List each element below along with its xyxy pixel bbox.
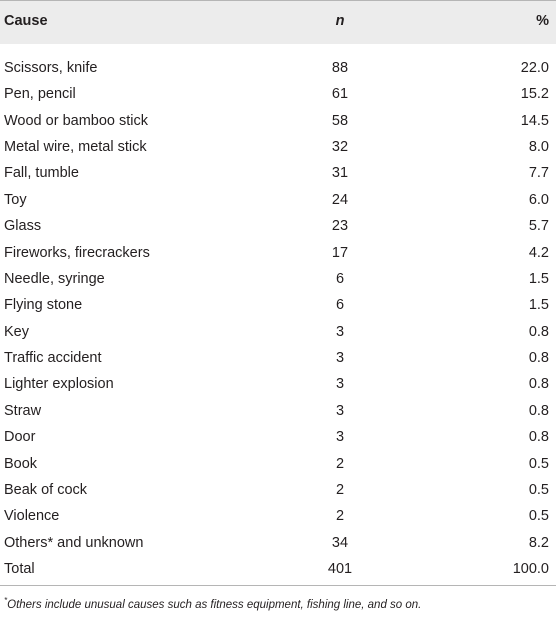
table-cell: 58: [331, 112, 349, 129]
table-cell: Pen, pencil: [4, 86, 76, 103]
table-cell: Door: [4, 429, 36, 446]
table-cell: Total: [4, 561, 35, 578]
table-cell: 4.2: [528, 244, 549, 261]
table-cell: 0.8: [528, 402, 549, 419]
table-cell: 8.2: [528, 534, 549, 551]
table-cell: 0.8: [528, 376, 549, 393]
footnote: *Others include unusual causes such as f…: [4, 596, 421, 611]
table-cell: 0.8: [528, 350, 549, 367]
table-cell: 6: [335, 270, 345, 287]
table-cell: 8.0: [528, 139, 549, 156]
table-cell: Key: [4, 323, 29, 340]
table-cell: Beak of cock: [4, 481, 88, 498]
table-cell: 61: [331, 86, 349, 103]
table-cell: 0.5: [528, 455, 549, 472]
table-cell: 15.2: [520, 86, 549, 103]
table-cell: Wood or bamboo stick: [4, 112, 148, 129]
table-cell: 14.5: [520, 112, 549, 129]
bottom-rule: [0, 585, 556, 586]
table-cell: 0.5: [528, 508, 549, 525]
table-cell: 6: [335, 297, 345, 314]
table-cell: Book: [4, 455, 38, 472]
table-cell: Fall, tumble: [4, 165, 79, 182]
table-cell: Metal wire, metal stick: [4, 139, 147, 156]
table-cell: 3: [335, 402, 345, 419]
table-cell: Others* and unknown: [4, 534, 144, 551]
table-cell: 88: [331, 60, 349, 76]
table-cell: 5.7: [528, 218, 549, 235]
table-cell: Violence: [4, 508, 60, 525]
footnote-text: Others include unusual causes such as fi…: [7, 598, 422, 611]
table-cell: 3: [335, 429, 345, 446]
table-cell: 0.8: [528, 429, 549, 446]
table-cell: 3: [335, 376, 345, 393]
table-cell: 24: [331, 191, 349, 208]
table-cell: 1.5: [528, 297, 549, 314]
table-cell: 31: [331, 165, 349, 182]
table-cell: Glass: [4, 218, 42, 235]
table-cell: Needle, syringe: [4, 270, 105, 287]
table-cell: 2: [335, 481, 345, 498]
table-cell: 100.0: [512, 561, 549, 578]
table-cell: 401: [327, 561, 353, 578]
table-cell: 22.0: [520, 60, 549, 76]
table-cell: Lighter explosion: [4, 376, 114, 393]
table-cell: 0.5: [528, 481, 549, 498]
table-cell: Scissors, knife: [4, 60, 98, 76]
table-cell: Flying stone: [4, 297, 83, 314]
header-cell: n: [335, 13, 345, 29]
table-cell: 3: [335, 323, 345, 340]
header-cell: Cause: [4, 13, 48, 29]
table-cell: 2: [335, 455, 345, 472]
table-cell: 0.8: [528, 323, 549, 340]
table-cell: 32: [331, 139, 349, 156]
table-cell: Traffic accident: [4, 350, 102, 367]
table-cell: Toy: [4, 191, 27, 208]
table-cell: 7.7: [528, 165, 549, 182]
table-cell: Straw: [4, 402, 42, 419]
table-cell: Fireworks, firecrackers: [4, 244, 150, 261]
table-cell: 17: [331, 244, 349, 261]
table-cell: 1.5: [528, 270, 549, 287]
table-cell: 3: [335, 350, 345, 367]
header-cell: %: [536, 13, 549, 29]
header-band: [0, 0, 556, 44]
footnote-mark: *: [4, 596, 8, 605]
table-cell: 23: [331, 218, 349, 235]
table-cell: 34: [331, 534, 349, 551]
table-cell: 6.0: [528, 191, 549, 208]
table-cell: 2: [335, 508, 345, 525]
